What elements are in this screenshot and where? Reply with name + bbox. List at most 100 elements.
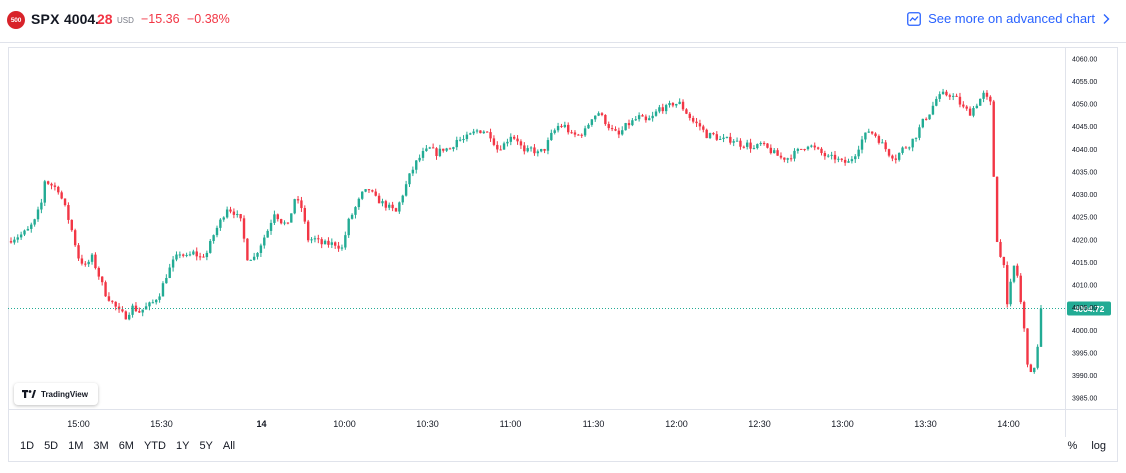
candle-body xyxy=(313,238,317,240)
range-5d-button[interactable]: 5D xyxy=(44,440,59,452)
candle-body xyxy=(384,201,388,208)
candle-body xyxy=(60,192,63,199)
candle-body xyxy=(121,309,124,312)
candle-body xyxy=(111,300,114,302)
candle-body xyxy=(448,148,452,150)
candle-body xyxy=(63,198,67,206)
range-ytd-button[interactable]: YTD xyxy=(143,440,166,452)
candle-body xyxy=(668,103,671,106)
candle-body xyxy=(624,123,627,131)
candle-body xyxy=(371,190,374,192)
candle-body xyxy=(421,151,425,158)
candle-body xyxy=(786,158,789,160)
candle-body xyxy=(337,245,340,249)
candle-body xyxy=(610,128,614,130)
candle-body xyxy=(158,296,161,300)
current-price-tag xyxy=(1067,301,1111,316)
candle-body xyxy=(306,221,310,241)
candle-body xyxy=(100,276,104,283)
candle-body xyxy=(87,261,90,265)
candle-body xyxy=(401,195,404,203)
candle-body xyxy=(445,148,448,151)
price-change-percent: −0.38% xyxy=(187,12,230,26)
range-1m-button[interactable]: 1M xyxy=(68,440,84,452)
candle-body xyxy=(107,296,111,301)
candle-body xyxy=(114,301,117,307)
candle-body xyxy=(830,154,833,156)
candle-body xyxy=(492,138,496,145)
candle-body xyxy=(310,239,313,241)
candle-body xyxy=(357,198,361,208)
range-3m-button[interactable]: 3M xyxy=(93,440,109,452)
candle-body xyxy=(948,95,952,97)
candle-body xyxy=(496,144,499,150)
candle-body xyxy=(293,199,296,214)
advanced-chart-link[interactable]: See more on advanced chart xyxy=(907,11,1110,26)
candle-body xyxy=(452,147,455,149)
candle-body xyxy=(26,228,30,231)
range-6m-button[interactable]: 6M xyxy=(118,440,134,452)
candle-body xyxy=(246,238,249,261)
candle-body xyxy=(239,214,242,219)
range-all-button[interactable]: All xyxy=(222,440,236,452)
candle-body xyxy=(485,131,489,133)
candle-body xyxy=(283,222,286,224)
candle-body xyxy=(290,213,293,223)
candle-body xyxy=(945,91,948,96)
candle-body xyxy=(813,145,816,148)
range-1d-button[interactable]: 1D xyxy=(20,440,35,452)
candle-body xyxy=(614,129,617,131)
percent-scale-button[interactable]: % xyxy=(1067,440,1078,452)
candle-body xyxy=(924,118,928,120)
log-scale-button[interactable]: log xyxy=(1091,440,1106,452)
candle-body xyxy=(9,241,13,243)
candle-body xyxy=(377,195,381,204)
candle-body xyxy=(482,131,485,134)
candle-body xyxy=(658,107,661,112)
candle-body xyxy=(955,95,958,97)
candle-body xyxy=(502,143,506,150)
candle-body xyxy=(712,133,715,135)
y-tick-label: 4025.00 xyxy=(1072,215,1097,222)
tradingview-watermark[interactable]: TradingView xyxy=(14,383,98,405)
candle-body xyxy=(188,254,192,256)
candle-body xyxy=(1022,302,1026,329)
y-tick-label: 4020.00 xyxy=(1072,237,1097,244)
candle-body xyxy=(300,200,303,209)
candle-body xyxy=(229,209,232,212)
chart-header: 500 SPX 4004. 28 USD −15.36 −0.38% See m… xyxy=(0,0,1126,42)
candle-body xyxy=(887,149,891,156)
candle-body xyxy=(350,214,354,219)
symbol-name[interactable]: SPX xyxy=(31,11,60,27)
candle-body xyxy=(225,209,229,218)
candle-body xyxy=(455,139,458,148)
candle-body xyxy=(317,238,320,240)
x-tick-label: 12:30 xyxy=(748,419,771,429)
candle-body xyxy=(583,128,587,136)
price-decimals: 28 xyxy=(97,11,113,27)
candle-body xyxy=(982,92,985,99)
candle-body xyxy=(995,176,999,242)
candle-body xyxy=(347,218,350,236)
y-tick-label: 4050.00 xyxy=(1072,102,1097,109)
candle-body xyxy=(57,186,60,193)
candle-body xyxy=(928,114,931,120)
range-1y-button[interactable]: 1Y xyxy=(175,440,190,452)
candle-body xyxy=(533,147,536,154)
candle-body xyxy=(97,268,101,277)
candle-body xyxy=(769,147,773,154)
candlestick-chart[interactable]: 4004.72 4060.00 4055.00 4050.00 4045.00 4040.… xyxy=(8,47,1118,437)
candle-body xyxy=(816,147,820,149)
candle-body xyxy=(138,311,141,313)
candle-body xyxy=(560,125,563,127)
y-tick-label: 4060.00 xyxy=(1072,56,1097,63)
candle-body xyxy=(729,136,732,143)
candle-body xyxy=(479,130,482,134)
y-tick-label: 4030.00 xyxy=(1072,192,1097,199)
candle-body xyxy=(607,124,610,129)
candle-body xyxy=(918,127,921,138)
candle-body xyxy=(897,152,901,160)
candle-body xyxy=(1002,256,1006,266)
candle-body xyxy=(631,120,634,126)
range-5y-button[interactable]: 5Y xyxy=(199,440,213,452)
